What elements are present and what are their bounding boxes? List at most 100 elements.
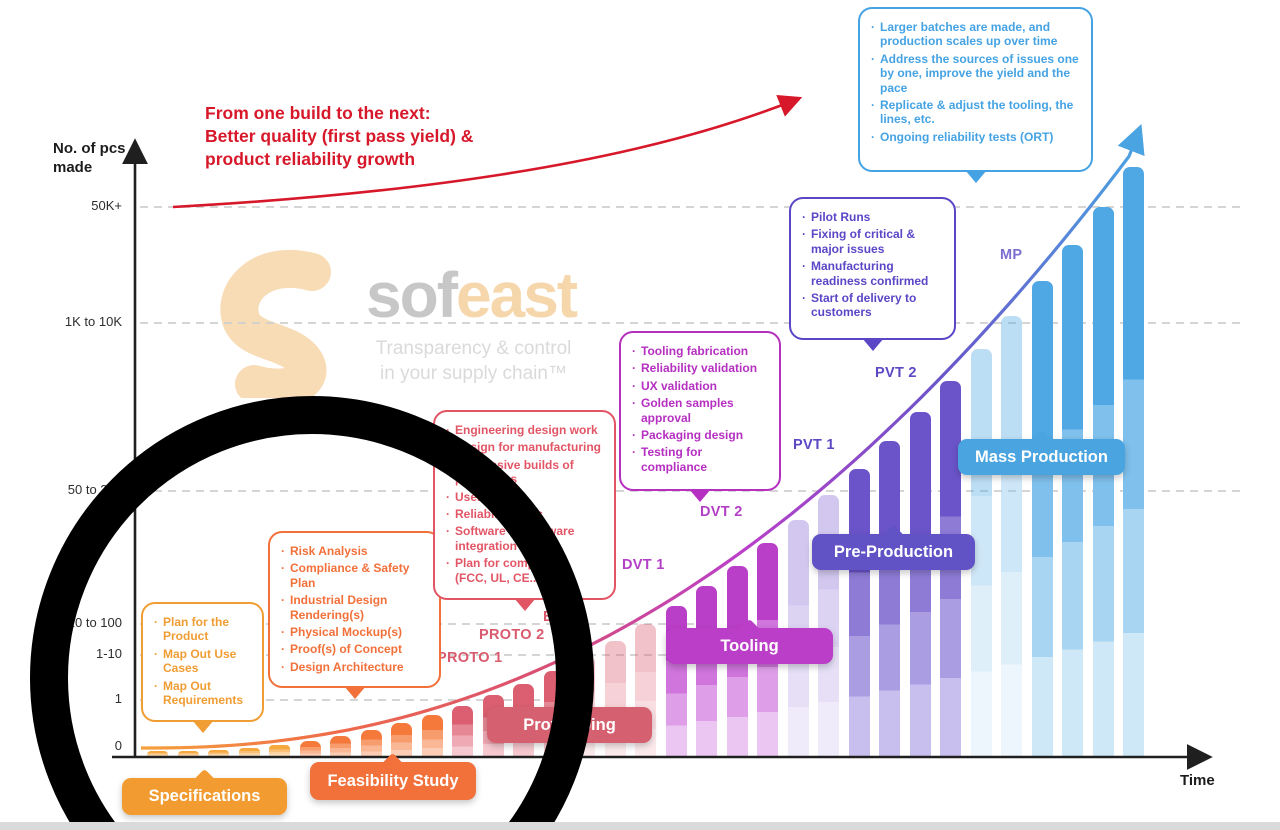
callout-item: · Map Out Use Cases — [154, 647, 251, 676]
bar-pre-production — [909, 411, 931, 757]
callout-item-text: Compliance & Safety Plan — [290, 561, 410, 590]
bullet-icon: · — [871, 97, 875, 112]
bullet-icon: · — [281, 544, 285, 558]
callout-item-text: Larger batches are made, and production … — [880, 20, 1058, 49]
build-label-mp: MP — [1000, 247, 1023, 263]
callout-item-text: Pilot Runs — [811, 210, 871, 224]
tick-label-1K to 10K: 1K to 10K — [64, 314, 122, 329]
callout-list: · Larger batches are made, and production… — [871, 20, 1080, 144]
callout-item: · Larger batches are made, and production… — [871, 20, 1080, 49]
callout-feasibility: · Risk Analysis · Compliance & Safety Plan ·… — [268, 531, 441, 700]
sofeast-tagline: Transparency & control in your supply ch… — [366, 336, 581, 386]
bullet-icon: · — [802, 290, 806, 305]
stage-pill-tooling: Tooling — [666, 618, 833, 664]
callout-item-text: Industrial Design Rendering(s) — [290, 593, 388, 622]
bullet-icon: · — [632, 361, 636, 376]
x-axis-title: Time — [1180, 772, 1215, 789]
callout-item: · Manufacturing readiness confirmed — [802, 259, 943, 288]
bar-mass-production — [1123, 167, 1144, 757]
callout-item: · Address the sources of issues one by on… — [871, 52, 1080, 95]
callout-item-text: Map Out Use Cases — [163, 646, 237, 676]
bar-feasibility — [330, 736, 351, 757]
callout-item: · Testing for compliance — [632, 445, 768, 474]
bullet-icon: · — [632, 427, 636, 442]
heading-line2: Better quality (first pass yield) & — [205, 125, 474, 146]
callout-item-text: Tooling fabrication — [641, 344, 749, 358]
callout-list: · Risk Analysis · Compliance & Safety Plan ·… — [281, 544, 428, 674]
bar-mass-production — [1031, 280, 1053, 757]
stage-pill-label: Pre-Production — [833, 542, 954, 561]
stage-pill-mass-production: Mass Production — [958, 429, 1125, 475]
callout-item-text: Design Architecture — [290, 659, 404, 674]
stage-pill-specifications: Specifications — [122, 768, 287, 815]
callout-item: · Plan for compliance (FCC, UL, CE...) — [446, 556, 603, 585]
bar-feasibility — [391, 723, 412, 757]
callout-tail — [861, 338, 884, 351]
callout-list: · Pilot Runs · Fixing of critical & major i… — [802, 210, 943, 320]
bar-feasibility — [421, 715, 443, 757]
tick-label-10 to 100: 10 to 100 — [67, 615, 122, 630]
callout-item-text: Reliability validation — [641, 361, 758, 376]
heading-line1: From one build to the next: — [205, 103, 431, 123]
bar-mass-production — [1092, 206, 1114, 757]
callout-item-text: UX validation — [641, 378, 718, 393]
callout-item: · Replicate & adjust the tooling, the lin… — [871, 98, 1080, 127]
wordmark-sof: sof — [366, 259, 458, 331]
y-title-line1: No. of pcs — [53, 140, 126, 157]
bullet-icon: · — [632, 396, 636, 411]
tagline-line2: in your supply chain™ — [380, 363, 567, 385]
bottom-strip — [0, 822, 1280, 830]
stage-pill-label: Prototyping — [523, 715, 616, 734]
tick-label-50 to 200: 50 to 200 — [67, 482, 122, 497]
callout-item: · Physical Mockup(s) — [281, 625, 428, 639]
wordmark-east: east — [456, 259, 578, 331]
callout-item-text: Address the sources of issues one by one… — [880, 51, 1079, 95]
sofeast-logo-icon — [220, 249, 331, 398]
callout-item: · Design for manufacturing — [446, 440, 603, 454]
callout-item-text: Physical Mockup(s) — [290, 624, 403, 639]
callout-item: · Compliance & Safety Plan — [281, 561, 428, 590]
callout-item-text: Design for manufacturing — [455, 440, 602, 455]
callout-item: · Packaging design — [632, 428, 768, 442]
bullet-icon: · — [446, 440, 450, 455]
bullet-icon: · — [446, 489, 450, 504]
callout-item-text: Plan for the Product — [163, 615, 230, 644]
tick-label-1: 1 — [114, 691, 122, 706]
callout-mass-production: · Larger batches are made, and production… — [858, 7, 1093, 183]
callout-item: · Reliability tests — [446, 507, 603, 521]
bullet-icon: · — [281, 624, 285, 639]
bullet-icon: · — [802, 227, 806, 242]
stage-pill-pre-production: Pre-Production — [812, 524, 975, 570]
bar-pre-production — [879, 441, 900, 757]
bullet-icon: · — [281, 659, 285, 674]
callout-item-text: Plan for compliance (FCC, UL, CE...) — [455, 556, 570, 585]
callout-item-text: Manufacturing readiness confirmed — [811, 259, 929, 288]
callout-item-text: Fixing of critical & major issues — [811, 227, 916, 256]
y-axis-title: No. of pcs made — [53, 140, 126, 178]
build-label-dvt-1: DVT 1 — [622, 557, 665, 573]
callout-list: · Tooling fabrication · Reliability validat… — [632, 344, 768, 474]
build-label-proto-2: PROTO 2 — [479, 627, 545, 643]
callout-item-text: Packaging design — [641, 427, 744, 442]
callout-item: · Pilot Runs — [802, 210, 943, 224]
bullet-icon: · — [446, 524, 450, 539]
bar-feasibility — [299, 741, 321, 757]
bar-specifications — [238, 747, 260, 757]
stage-pill-label: Mass Production — [975, 447, 1108, 466]
callout-item-text: Map Out Requirements — [163, 678, 244, 707]
build-label-pvt-1: PVT 1 — [793, 437, 835, 453]
callout-item: · Start of delivery to customers — [802, 291, 943, 320]
bullet-icon: · — [281, 642, 285, 657]
bullet-icon: · — [871, 20, 875, 34]
callout-prototyping: · Engineering design work · Design for manu… — [433, 410, 616, 611]
callout-item: · Risk Analysis — [281, 544, 428, 558]
build-label-evt: EVT — [543, 609, 573, 625]
bar-tooling — [696, 586, 717, 757]
bullet-icon: · — [632, 344, 636, 358]
bar-feasibility — [360, 730, 382, 757]
callout-tail — [689, 489, 711, 502]
tagline-line1: Transparency & control — [375, 338, 572, 359]
callout-item-text: Replicate & adjust the tooling, the line… — [880, 97, 1074, 127]
callout-pre-production: · Pilot Runs · Fixing of critical & major i… — [789, 197, 956, 351]
bullet-icon: · — [446, 457, 450, 472]
